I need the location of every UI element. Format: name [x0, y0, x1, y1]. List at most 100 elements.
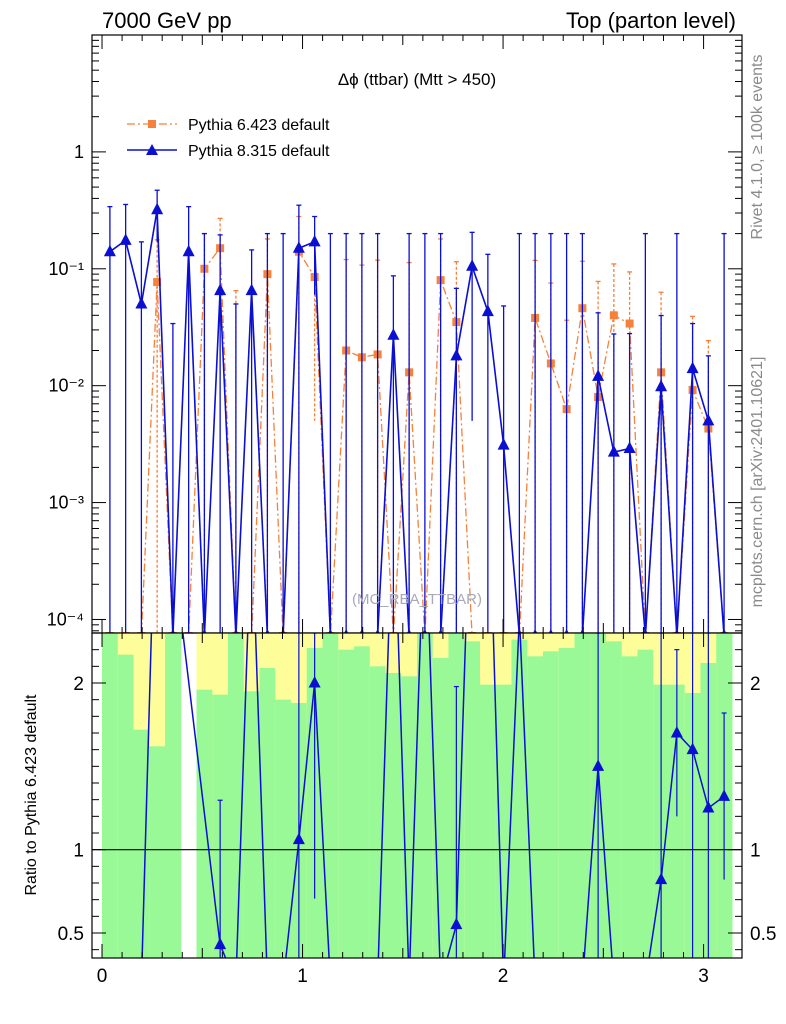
x-tick-label: 0 — [97, 966, 108, 987]
data-point — [607, 445, 620, 457]
ratio-plot-area — [92, 633, 742, 958]
data-point — [517, 629, 522, 633]
data-point — [344, 629, 349, 633]
ratio-point — [686, 742, 699, 755]
ratio-line — [141, 633, 725, 958]
ratio-band-inner — [165, 633, 182, 958]
ratio-point — [308, 676, 321, 688]
data-point — [135, 296, 148, 309]
main-axes: 1 10⁻¹ 10⁻² 10⁻³ 10⁻⁴ — [47, 34, 743, 634]
ratio-y-tick-label: 2 — [73, 674, 84, 695]
ratio-band-inner — [401, 676, 418, 958]
legend-label-pythia6: Pythia 6.423 default — [188, 117, 330, 134]
data-point — [233, 629, 238, 633]
header-left: 7000 GeV pp — [102, 8, 232, 33]
ratio-band-inner — [542, 651, 560, 958]
data-point — [655, 379, 668, 392]
x-tick-label: 3 — [698, 966, 709, 987]
ratio-ylabel: Ratio to Pythia 6.423 default — [23, 694, 40, 896]
ratio-point — [670, 726, 683, 738]
ratio-y-tick-label-right: 0.5 — [750, 924, 776, 945]
x-tick-label: 2 — [498, 966, 509, 987]
ratio-band-inner — [149, 746, 166, 958]
data-point — [686, 361, 699, 374]
ratio-frame — [91, 632, 743, 959]
ratio-band-inner — [527, 656, 544, 958]
ratio-band-inner — [196, 689, 213, 958]
x-tick-label: 1 — [297, 966, 308, 987]
data-point — [292, 241, 305, 253]
ratio-y-tick-label: 1 — [73, 841, 84, 862]
data-point — [564, 629, 569, 633]
data-point — [481, 304, 494, 317]
data-point — [407, 629, 412, 633]
data-point — [497, 438, 510, 450]
ratio-point — [214, 937, 227, 950]
data-point — [245, 283, 258, 296]
data-point — [609, 311, 618, 320]
ratio-band-inner — [117, 654, 135, 958]
data-point — [170, 629, 175, 633]
ratio-band-inner — [338, 649, 355, 958]
ratio-y-tick-label: 0.5 — [58, 924, 84, 945]
data-point — [722, 629, 727, 633]
legend: Pythia 6.423 default Pythia 8.315 defaul… — [127, 117, 330, 160]
ratio-band-inner — [511, 639, 528, 958]
ratio-point — [702, 801, 715, 813]
data-point — [119, 233, 132, 245]
ratio-band-inner — [480, 684, 497, 958]
series-line — [109, 209, 725, 633]
data-point — [214, 283, 227, 296]
data-point — [548, 629, 553, 633]
data-point — [103, 244, 116, 257]
data-point — [625, 319, 634, 328]
data-point — [202, 629, 207, 633]
ratio-band-inner — [637, 649, 654, 958]
data-point — [151, 202, 164, 215]
ratio-band-inner — [102, 633, 119, 958]
data-point — [674, 629, 679, 633]
data-point — [182, 244, 195, 257]
ratio-band-inner — [385, 673, 402, 958]
ratio-band-inner — [322, 633, 339, 958]
ratio-point — [292, 832, 305, 845]
y-tick-label: 10⁻⁴ — [47, 609, 84, 629]
data-point — [422, 629, 427, 633]
data-point — [592, 369, 605, 381]
header-right: Top (parton level) — [566, 8, 736, 33]
ratio-band-inner — [621, 656, 638, 958]
y-tick-label: 1 — [74, 142, 84, 162]
ratio-band-inner — [668, 684, 686, 958]
ratio-band-inner — [133, 729, 150, 958]
series-pythia8 — [103, 189, 727, 633]
data-point — [702, 413, 715, 426]
ratio-point — [450, 917, 463, 930]
ratio-axes: 0 1 2 3 0.5 0.5 1 1 2 2 — [58, 632, 776, 987]
data-point — [623, 441, 636, 454]
legend-entry-pythia6: Pythia 6.423 default — [127, 117, 330, 134]
data-point — [466, 259, 479, 271]
data-point — [328, 629, 333, 633]
y-tick-label: 10⁻² — [48, 376, 84, 396]
main-plot-area — [103, 189, 729, 633]
data-point — [265, 629, 270, 633]
ratio-band-inner — [558, 648, 575, 958]
data-point — [643, 629, 648, 633]
ratio-band-inner — [275, 699, 292, 958]
ratio-series-pythia8 — [141, 633, 731, 958]
ratio-band-inner — [369, 666, 386, 958]
data-point — [533, 629, 538, 633]
plot-title: Δϕ (ttbar) (Mtt > 450) — [338, 70, 496, 89]
ratio-point — [592, 759, 605, 771]
series-pythia6 — [105, 215, 729, 633]
ratio-band-inner — [605, 641, 623, 958]
rivet-label: Rivet 4.1.0, ≥ 100k events — [749, 55, 766, 240]
ratio-y-tick-label-right: 2 — [750, 674, 761, 695]
y-tick-label: 10⁻³ — [48, 493, 84, 513]
y-tick-label: 10⁻¹ — [48, 259, 84, 279]
legend-label-pythia8: Pythia 8.315 default — [188, 143, 330, 160]
ratio-band-inner — [574, 633, 591, 958]
ratio-band-inner — [417, 633, 434, 958]
legend-entry-pythia8: Pythia 8.315 default — [127, 143, 330, 160]
